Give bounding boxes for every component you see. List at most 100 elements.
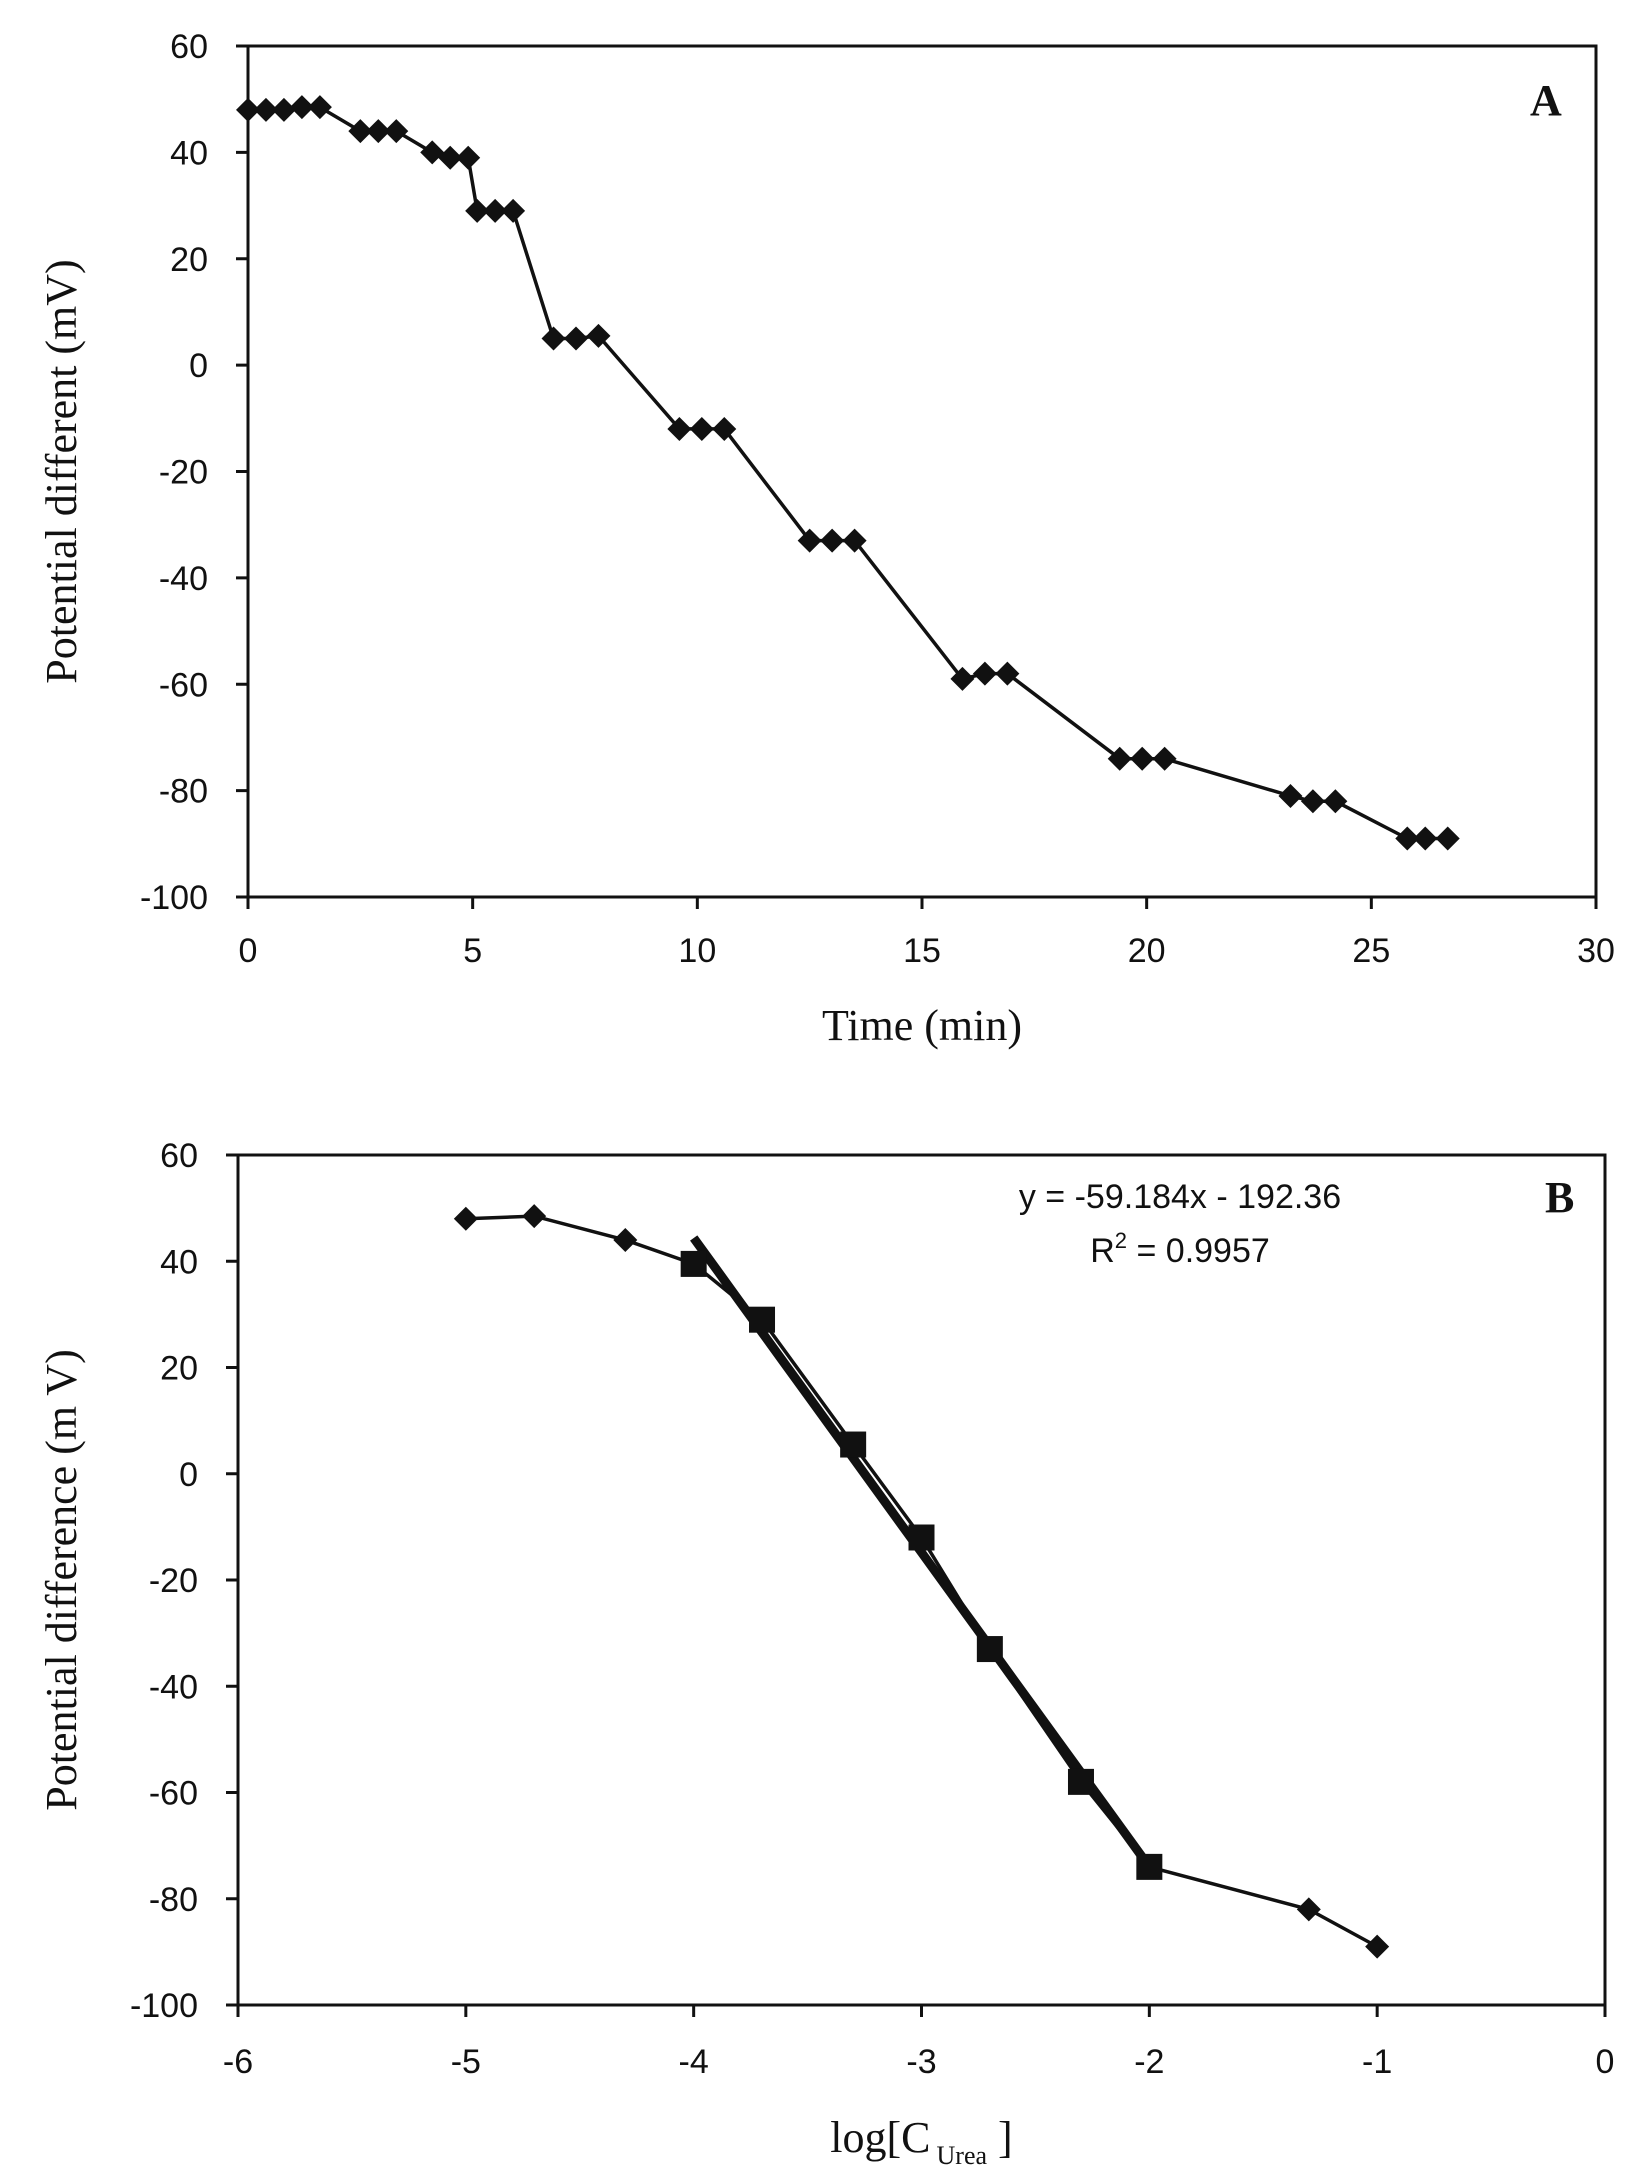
data-point xyxy=(995,661,1020,686)
data-point xyxy=(253,97,278,122)
x-tick-label: 20 xyxy=(1128,932,1166,970)
y-tick-label: -60 xyxy=(159,666,208,704)
series-line xyxy=(248,105,1448,841)
x-tick-label: -4 xyxy=(679,2043,709,2081)
data-point xyxy=(1435,826,1460,851)
data-point xyxy=(501,198,526,223)
data-point xyxy=(712,416,737,441)
data-point xyxy=(307,95,332,120)
data-point xyxy=(1278,783,1303,808)
y-tick-label: -20 xyxy=(159,454,208,492)
x-tick-label: 15 xyxy=(903,932,941,970)
x-axis-title-subscript: Urea xyxy=(937,2141,988,2170)
y-tick-label: 0 xyxy=(179,1456,198,1494)
x-tick-label: -5 xyxy=(451,2043,481,2081)
chart-panel-a: 0 5 10 15 20 25 30 60 40 20 0 -20 -40 -60 -80 -100 Time … xyxy=(37,28,1615,1050)
r-squared-symbol: R xyxy=(1090,1232,1115,1270)
r-squared: R2 = 0.9957 xyxy=(1090,1228,1270,1270)
x-tick-label: -2 xyxy=(1134,2043,1164,2081)
data-point xyxy=(972,661,997,686)
y-tick-label: 20 xyxy=(160,1350,198,1388)
panel-label: B xyxy=(1545,1173,1574,1222)
data-point xyxy=(1413,826,1438,851)
x-axis-title: log[C Urea ] xyxy=(830,2113,1012,2170)
plot-frame xyxy=(236,1153,1607,2007)
data-point xyxy=(820,528,845,553)
r-squared-exponent: 2 xyxy=(1115,1228,1127,1253)
data-point xyxy=(564,326,589,351)
data-point xyxy=(456,145,481,170)
y-axis-title: Potential different (mV) xyxy=(37,259,86,683)
data-point xyxy=(522,1204,547,1229)
fit-point xyxy=(908,1524,935,1551)
data-point xyxy=(465,198,490,223)
x-tick-label: -3 xyxy=(906,2043,936,2081)
trendline-equation: y = -59.184x - 192.36 xyxy=(1019,1178,1341,1216)
data-point xyxy=(1130,746,1155,771)
data-point xyxy=(289,95,314,120)
y-tick-label: -80 xyxy=(159,773,208,811)
data-point xyxy=(586,323,611,348)
data-point xyxy=(453,1206,478,1231)
data-point xyxy=(420,140,445,165)
y-tick-label: 20 xyxy=(170,241,208,279)
r-squared-value: = 0.9957 xyxy=(1127,1232,1270,1270)
x-tick-label: 0 xyxy=(1596,2043,1615,2081)
y-tick-label: 40 xyxy=(160,1243,198,1281)
data-point xyxy=(1107,746,1132,771)
x-tick-label: 10 xyxy=(678,932,716,970)
y-tick-label: 60 xyxy=(160,1137,198,1175)
y-tick-label: -40 xyxy=(149,1668,198,1706)
data-point xyxy=(842,528,867,553)
y-tick-label: 60 xyxy=(170,28,208,66)
y-tick-label: -40 xyxy=(159,560,208,598)
x-axis-title-suffix: ] xyxy=(987,2113,1013,2162)
fit-point xyxy=(976,1636,1003,1663)
chart-panel-b: -6 -5 -4 -3 -2 -1 0 60 40 20 0 -20 -40 -60 -80 -100 log[… xyxy=(37,1137,1614,2170)
y-tick-label: -20 xyxy=(149,1562,198,1600)
data-point xyxy=(1296,1897,1321,1922)
data-point xyxy=(366,119,391,144)
x-tick-label: 5 xyxy=(463,932,482,970)
data-point xyxy=(483,198,508,223)
y-axis-title: Potential difference (m V) xyxy=(37,1349,86,1810)
data-point xyxy=(689,416,714,441)
data-point xyxy=(1365,1934,1390,1959)
data-point xyxy=(1300,789,1325,814)
y-tick-label: 0 xyxy=(189,347,208,385)
fit-point xyxy=(680,1250,707,1277)
x-axis-title-prefix: log[C xyxy=(830,2113,930,2162)
y-tick-label: -80 xyxy=(149,1881,198,1919)
data-point xyxy=(236,97,260,122)
data-point xyxy=(950,666,975,691)
fit-point xyxy=(749,1306,776,1333)
panel-label: A xyxy=(1530,76,1562,125)
series-line xyxy=(465,1214,1379,1949)
data-point xyxy=(541,326,566,351)
x-tick-label: 25 xyxy=(1352,932,1390,970)
data-point xyxy=(1323,789,1348,814)
data-point xyxy=(271,97,296,122)
data-point xyxy=(1395,826,1420,851)
x-tick-label: -6 xyxy=(223,2043,253,2081)
fit-point xyxy=(1067,1768,1094,1795)
data-point xyxy=(613,1228,638,1252)
data-point xyxy=(667,416,692,441)
x-tick-label: -1 xyxy=(1362,2043,1392,2081)
data-point xyxy=(438,145,463,170)
x-tick-label: 0 xyxy=(239,932,258,970)
y-tick-label: -100 xyxy=(130,1987,198,2025)
data-point xyxy=(1152,746,1177,771)
trendline xyxy=(690,1235,1153,1870)
y-tick-label: -60 xyxy=(149,1775,198,1813)
data-point xyxy=(384,119,409,144)
x-axis-title: Time (min) xyxy=(822,1001,1022,1050)
data-point xyxy=(348,119,373,144)
fit-point xyxy=(1136,1853,1163,1880)
y-tick-label: -100 xyxy=(140,879,208,917)
fit-point xyxy=(840,1431,867,1458)
plot-frame xyxy=(246,44,1598,899)
y-tick-label: 40 xyxy=(170,134,208,172)
x-tick-label: 30 xyxy=(1577,932,1615,970)
